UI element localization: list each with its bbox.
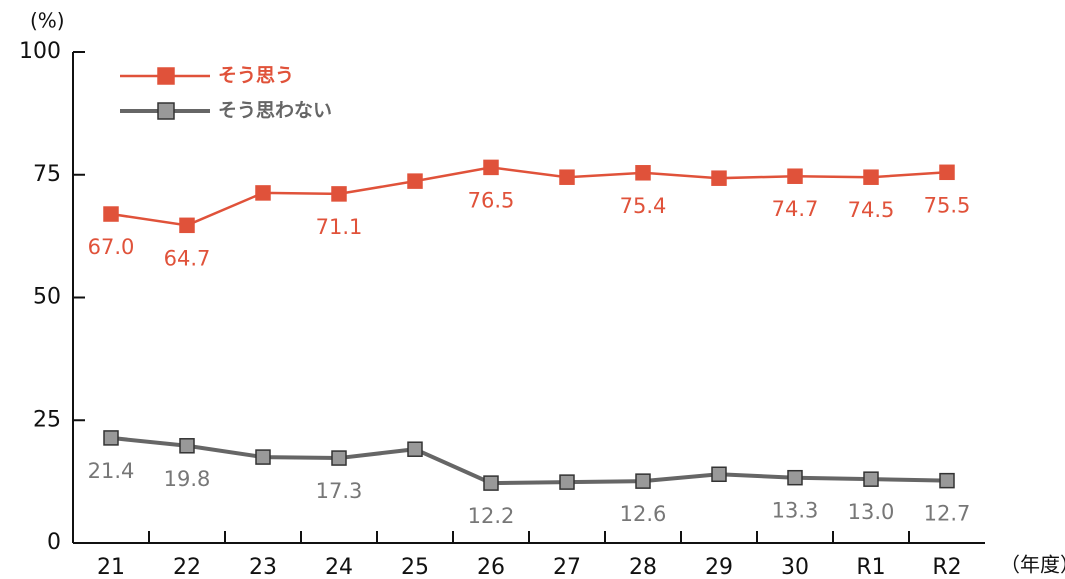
legend-marker <box>157 67 175 85</box>
x-tick-label: 30 <box>781 555 809 579</box>
x-tick-label: 28 <box>629 555 657 579</box>
value-label: 71.1 <box>316 215 363 239</box>
y-tick-label: 50 <box>33 285 61 310</box>
value-label: 13.0 <box>848 500 895 524</box>
marker <box>787 469 803 486</box>
marker <box>787 168 803 184</box>
marker <box>939 472 955 489</box>
x-tick-label: 27 <box>553 555 581 579</box>
value-label: 76.5 <box>468 188 515 212</box>
y-tick-label: 100 <box>19 39 61 64</box>
marker <box>255 449 271 465</box>
x-tick-label: 25 <box>401 555 429 579</box>
marker <box>863 169 879 185</box>
x-tick-label: 29 <box>705 555 733 579</box>
marker <box>711 170 727 186</box>
value-label: 12.2 <box>468 504 515 528</box>
marker <box>559 169 575 185</box>
x-tick-label: R1 <box>856 555 885 579</box>
marker <box>711 466 727 483</box>
legend-label: そう思う <box>218 65 294 87</box>
value-label: 12.7 <box>924 502 971 526</box>
marker <box>635 473 651 489</box>
y-tick-label: 0 <box>47 530 61 555</box>
legend-marker <box>157 102 175 120</box>
x-tick-label: 26 <box>477 555 505 579</box>
series-line <box>110 166 948 227</box>
marker <box>635 165 651 181</box>
marker <box>939 164 955 181</box>
x-tick-label: R2 <box>932 555 961 579</box>
value-label: 64.7 <box>164 246 211 270</box>
x-tick-label: 23 <box>249 555 277 579</box>
x-tick-label: 24 <box>325 555 353 579</box>
x-tick-label: 22 <box>173 555 201 579</box>
value-label: 75.5 <box>924 193 971 217</box>
value-label: 74.5 <box>848 198 895 222</box>
marker <box>331 450 347 466</box>
y-tick-label: 75 <box>33 162 61 187</box>
marker <box>179 438 195 454</box>
marker <box>331 186 347 202</box>
series-line <box>110 435 948 486</box>
value-label: 67.0 <box>88 235 135 259</box>
marker <box>407 441 423 457</box>
marker <box>179 217 195 234</box>
marker <box>103 430 119 446</box>
x-axis-label: （年度） <box>1000 553 1065 577</box>
value-label: 74.7 <box>772 197 819 221</box>
value-label: 75.4 <box>620 194 667 218</box>
value-label: 19.8 <box>164 467 211 491</box>
marker <box>483 475 499 491</box>
marker <box>255 185 271 201</box>
value-label: 17.3 <box>316 479 363 503</box>
marker <box>103 206 119 222</box>
value-label: 13.3 <box>772 499 819 523</box>
value-label: 12.6 <box>620 502 667 526</box>
marker <box>407 173 423 189</box>
x-tick-label: 21 <box>97 555 125 579</box>
legend-label: そう思わない <box>218 100 332 122</box>
marker <box>863 471 879 487</box>
y-tick-label: 25 <box>33 407 61 432</box>
marker <box>483 159 499 176</box>
value-label: 21.4 <box>88 459 135 483</box>
y-axis-label: (%) <box>30 9 65 33</box>
marker <box>559 474 575 490</box>
